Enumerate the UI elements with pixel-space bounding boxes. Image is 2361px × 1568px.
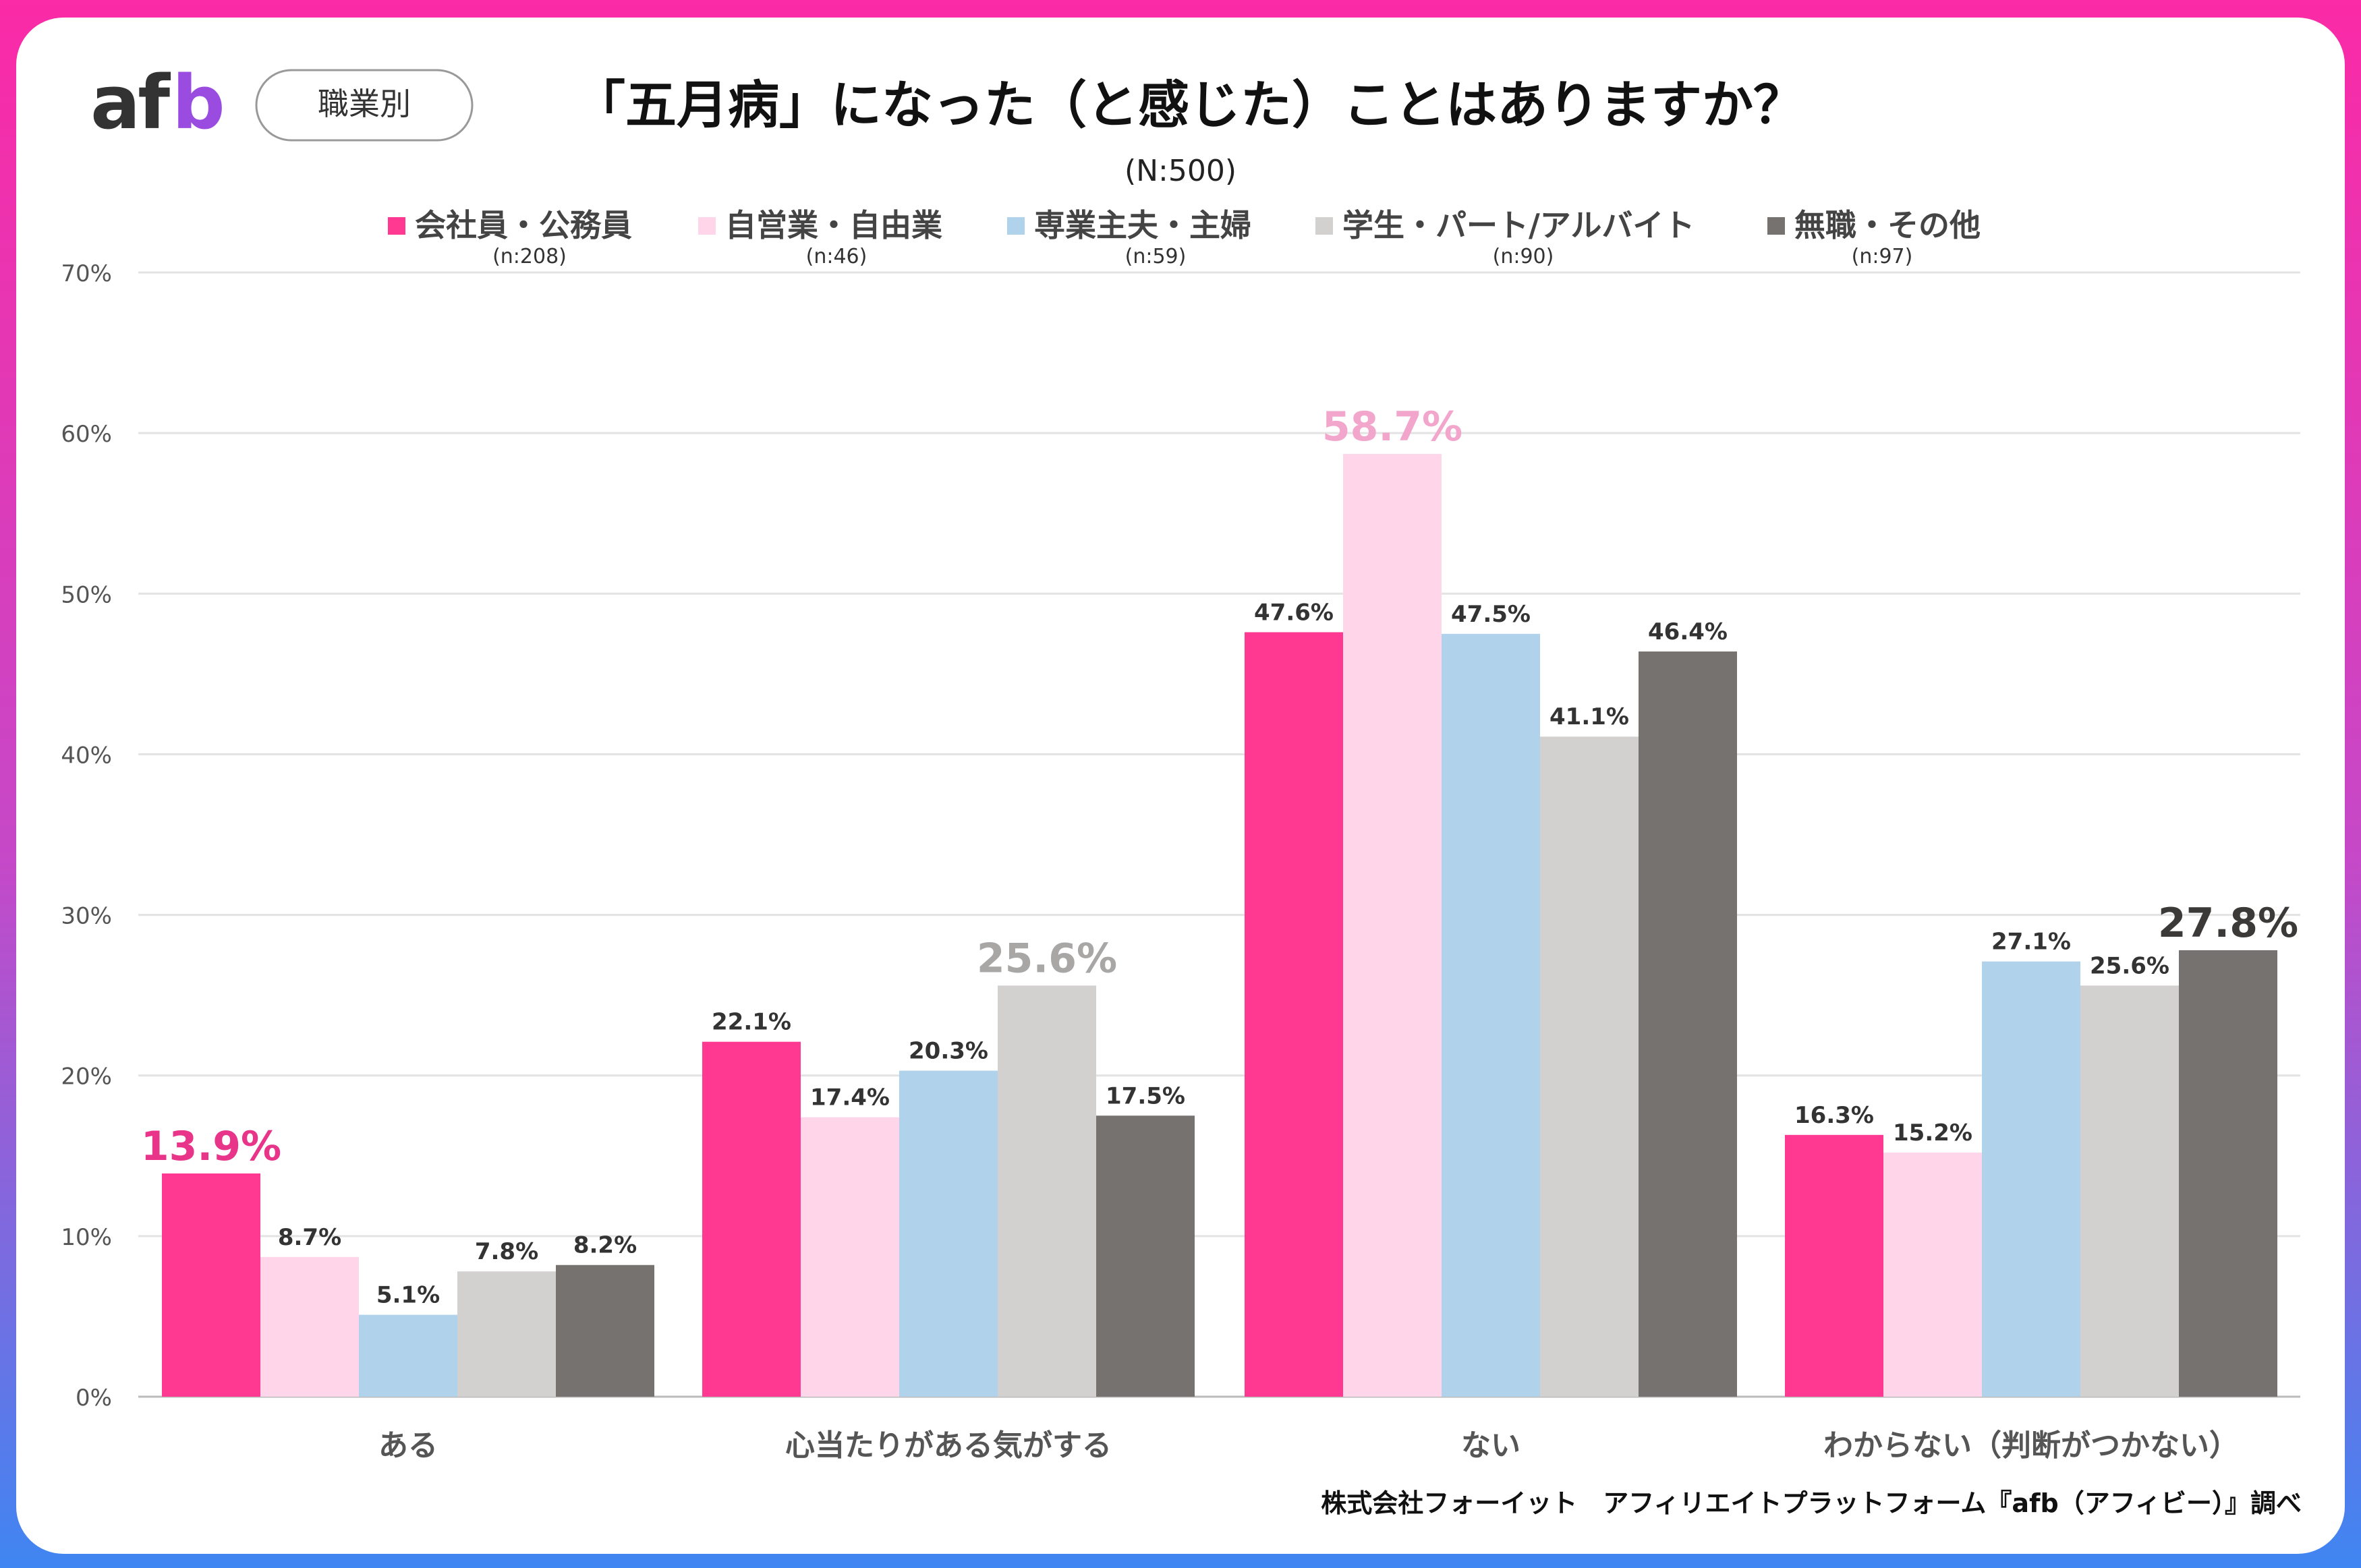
bar [359, 1314, 457, 1397]
legend-n-label: (n:46) [806, 245, 867, 268]
legend-swatch [1767, 217, 1785, 235]
legend-swatch [1315, 217, 1333, 235]
legend-swatch [1007, 217, 1025, 235]
bar [260, 1256, 359, 1397]
data-label: 15.2% [1893, 1120, 1972, 1146]
bar [1883, 1153, 1982, 1397]
x-category-label: ない [1461, 1428, 1520, 1463]
y-tick-label: 20% [61, 1064, 112, 1091]
data-label: 17.5% [1106, 1082, 1185, 1109]
bar [1343, 454, 1442, 1397]
bar [801, 1117, 899, 1397]
legend-n-label: (n:59) [1125, 245, 1187, 268]
data-label: 16.3% [1794, 1102, 1874, 1129]
data-label-highlight: 13.9% [141, 1123, 281, 1170]
bar [457, 1271, 556, 1397]
y-tick-label: 10% [61, 1224, 112, 1251]
data-label: 41.1% [1549, 703, 1629, 730]
data-label: 47.6% [1254, 599, 1334, 626]
data-label: 47.5% [1451, 601, 1531, 628]
legend-label: 会社員・公務員 [415, 207, 632, 243]
bar [1442, 633, 1540, 1397]
data-label: 27.1% [1991, 929, 2071, 956]
bar [1245, 632, 1343, 1397]
footer-credit: 株式会社フォーイット アフィリエイトプラットフォーム『afb（アフィビー）』調べ [1321, 1488, 2302, 1518]
data-label: 20.3% [909, 1038, 988, 1065]
data-label: 8.2% [573, 1232, 637, 1259]
legend-n-label: (n:208) [492, 245, 567, 268]
x-category-label: わからない（判断がつかない） [1823, 1428, 2239, 1463]
bar [1785, 1134, 1883, 1397]
x-category-label: ある [378, 1428, 438, 1463]
svg-text:b: b [172, 59, 225, 146]
bar [1982, 961, 2080, 1397]
data-label: 46.4% [1648, 618, 1728, 645]
category-badge [255, 69, 474, 142]
bar [702, 1041, 801, 1397]
data-label: 22.1% [712, 1009, 791, 1036]
bar [998, 985, 1096, 1397]
bar [899, 1070, 998, 1397]
legend-n-label: (n:90) [1493, 245, 1554, 268]
bar [556, 1265, 654, 1397]
y-tick-label: 60% [61, 421, 112, 448]
legend-swatch [698, 217, 716, 235]
y-tick-label: 70% [61, 260, 112, 287]
data-label: 17.4% [810, 1084, 890, 1111]
legend: 会社員・公務員(n:208) 自営業・自由業(n:46) 専業主夫・主婦(n:59)… [388, 207, 1981, 268]
data-label: 8.7% [278, 1224, 341, 1251]
y-tick-label: 50% [61, 581, 112, 608]
y-tick-label: 30% [61, 903, 112, 930]
bar [1096, 1115, 1195, 1397]
bar [162, 1173, 260, 1397]
badge-label: 職業別 [318, 86, 411, 122]
bar [2179, 950, 2277, 1397]
legend-label: 専業主夫・主婦 [1034, 207, 1251, 243]
chart-subtitle: (N:500) [1125, 154, 1236, 188]
data-label-highlight: 25.6% [977, 935, 1117, 982]
chart-title: 「五月病」になった（と感じた）ことはありますか？ [574, 75, 1804, 135]
legend-label: 無職・その他 [1794, 207, 1981, 243]
legend-n-label: (n:97) [1852, 245, 1913, 268]
legend-swatch [388, 217, 405, 235]
afb-logo: af b [90, 59, 225, 146]
legend-label: 自営業・自由業 [725, 207, 942, 243]
bar [2080, 985, 2179, 1397]
legend-label: 学生・パート/アルバイト [1342, 207, 1695, 243]
bar [1540, 736, 1639, 1397]
bar [1639, 651, 1737, 1397]
data-label-highlight: 58.7% [1322, 403, 1462, 451]
data-label: 5.1% [376, 1282, 440, 1309]
y-tick-label: 0% [76, 1385, 112, 1412]
svg-text:af: af [90, 59, 171, 146]
y-tick-label: 40% [61, 742, 112, 769]
data-label: 25.6% [2090, 952, 2169, 979]
data-label-highlight: 27.8% [2158, 900, 2298, 947]
x-category-label: 心当たりがある気がする [785, 1428, 1112, 1463]
data-label: 7.8% [475, 1238, 538, 1265]
